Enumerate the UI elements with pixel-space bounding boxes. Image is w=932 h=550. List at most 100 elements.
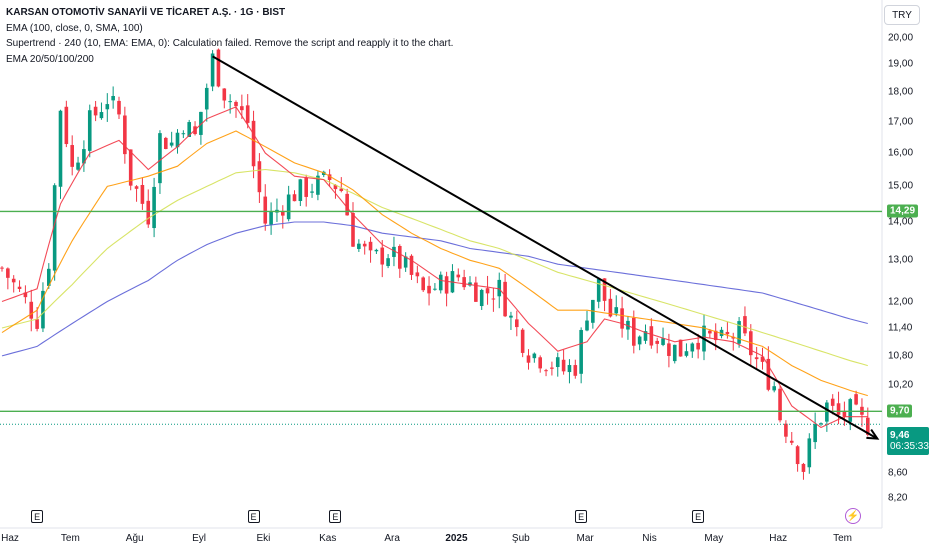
candle-body <box>152 186 156 229</box>
candle-body <box>579 329 583 374</box>
supertrend-indicator-label[interactable]: Supertrend · 240 (10, EMA: EMA, 0): Calc… <box>6 38 454 49</box>
last-price-badge: 9,46 06:35:33 <box>887 427 929 455</box>
candle-body <box>257 161 262 193</box>
ema20-line <box>1 106 868 429</box>
candle-body <box>362 243 367 247</box>
candle-body <box>339 188 344 192</box>
candle-body <box>474 282 478 302</box>
candle-body <box>637 336 642 345</box>
candle-body <box>813 424 817 443</box>
candle-body <box>795 446 800 465</box>
time-tick-label: Kas <box>319 533 337 544</box>
time-tick-label: Nis <box>642 533 657 544</box>
candle-body <box>526 355 531 363</box>
candle-body <box>368 241 373 251</box>
candle-body <box>743 316 747 334</box>
candle-body <box>164 137 168 150</box>
candle-body <box>327 174 332 180</box>
candle-body <box>503 281 507 317</box>
candle-body <box>210 53 215 87</box>
currency-button[interactable]: TRY <box>884 5 920 25</box>
candle-body <box>509 315 513 318</box>
candle-body <box>316 175 320 195</box>
lightning-icon[interactable]: ⚡ <box>845 508 861 524</box>
time-tick-label: Eki <box>256 533 271 544</box>
price-tick-label: 15,00 <box>888 180 914 192</box>
time-tick-label: Ağu <box>125 533 144 544</box>
candle-body <box>643 331 648 341</box>
earnings-marker[interactable]: E <box>247 510 260 523</box>
ema50-line <box>1 130 868 397</box>
earnings-marker[interactable]: E <box>575 510 588 523</box>
candle-body <box>0 267 4 269</box>
candle-body <box>181 133 186 135</box>
candle-body <box>76 162 80 170</box>
candle-body <box>778 388 782 421</box>
candle-body <box>415 272 420 277</box>
candle-body <box>626 320 630 330</box>
candle-body <box>281 211 285 216</box>
ema-group-indicator-label[interactable]: EMA 20/50/100/200 <box>6 53 94 65</box>
candle-body <box>479 289 484 307</box>
candle-body <box>672 344 677 362</box>
candle-body <box>304 177 308 197</box>
candle-body <box>187 122 191 137</box>
candle-body <box>403 256 408 268</box>
candle-body <box>491 298 496 300</box>
candle-body <box>438 274 443 291</box>
earnings-marker[interactable]: E <box>31 510 44 523</box>
earnings-marker[interactable]: E <box>692 510 705 523</box>
candle-body <box>854 394 858 405</box>
candle-body <box>555 357 560 368</box>
candle-body <box>544 370 548 372</box>
candle-body <box>532 353 537 359</box>
candle-body <box>649 326 654 346</box>
candle-body <box>684 351 689 356</box>
candle-body <box>99 112 104 119</box>
candle-body <box>351 212 355 247</box>
symbol-title[interactable]: KARSAN OTOMOTİV SANAYİİ VE TİCARET A.Ş. … <box>6 7 286 18</box>
time-tick-label: Tem <box>833 533 852 544</box>
ema100-indicator-label[interactable]: EMA (100, close, 0, SMA, 100) <box>6 22 143 34</box>
price-tick-label: 10,20 <box>888 379 914 391</box>
candle-body <box>310 191 314 193</box>
time-tick-label: Şub <box>511 533 530 544</box>
candle-body <box>515 319 519 328</box>
candle-body <box>64 106 69 145</box>
candle-body <box>836 403 841 415</box>
candle-body <box>561 359 566 372</box>
candle-body <box>111 95 115 101</box>
ema200-line <box>1 221 868 357</box>
candle-body <box>848 399 853 422</box>
candle-body <box>632 317 636 346</box>
candle-body <box>801 463 806 472</box>
candle-body <box>655 340 659 344</box>
candle-body <box>456 274 461 278</box>
candle-body <box>374 249 379 252</box>
candle-body <box>398 246 402 269</box>
candle-body <box>117 100 121 115</box>
candle-body <box>35 319 39 329</box>
candle-body <box>269 211 273 225</box>
price-tick-label: 18,00 <box>888 86 914 98</box>
candle-body <box>128 149 133 186</box>
earnings-marker[interactable]: E <box>329 510 342 523</box>
candle-body <box>497 279 502 297</box>
candle-body <box>222 88 227 101</box>
candle-body <box>696 342 700 350</box>
candle-body <box>427 285 431 294</box>
last-price-value: 9,46 <box>890 430 910 441</box>
candle-body <box>228 101 232 103</box>
price-tick-label: 8,20 <box>888 492 908 504</box>
candle-body <box>614 307 619 314</box>
price-tick-label: 12,00 <box>888 296 914 308</box>
candle-body <box>825 402 829 422</box>
candle-body <box>158 133 162 184</box>
candle-body <box>807 438 812 468</box>
price-tick-label: 11,40 <box>888 322 913 334</box>
candle-body <box>234 101 238 107</box>
price-tick-label: 16,00 <box>888 147 914 159</box>
candle-body <box>444 276 449 294</box>
candle-body <box>830 398 835 406</box>
